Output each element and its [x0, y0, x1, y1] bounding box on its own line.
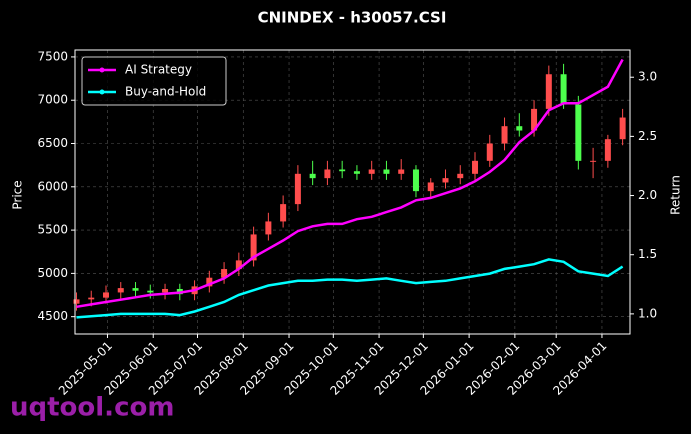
candle-body	[132, 288, 139, 291]
candle-body	[383, 169, 390, 174]
y-axis-label: Price	[11, 180, 25, 209]
candle-body	[590, 160, 597, 162]
y2-tick-label: 1.0	[638, 306, 657, 320]
candle-body	[117, 288, 124, 293]
candle-body	[250, 234, 257, 261]
legend-label: Buy-and-Hold	[125, 85, 206, 99]
candle-body	[604, 139, 611, 161]
y-tick-label: 7500	[37, 49, 68, 63]
candle-body	[206, 277, 213, 287]
legend-box	[81, 56, 227, 106]
candle-body	[545, 74, 552, 109]
y2-tick-label: 2.0	[638, 188, 657, 202]
candle-body	[516, 126, 523, 131]
candle-body	[294, 173, 301, 205]
candle-body	[619, 117, 626, 140]
candle-body	[88, 297, 95, 300]
candle-body	[265, 221, 272, 235]
candle-body	[368, 169, 375, 174]
candle-body	[324, 169, 331, 179]
line-series	[76, 58, 624, 309]
candle-body	[427, 182, 434, 192]
candle-body	[73, 299, 80, 304]
y-tick-label: 5500	[37, 223, 68, 237]
y2-tick-label: 1.5	[638, 247, 657, 261]
y-tick-label: 6500	[37, 136, 68, 150]
candle-body	[486, 143, 493, 161]
candle-body	[309, 173, 316, 179]
candle-body	[560, 74, 567, 105]
candle-body	[531, 108, 538, 131]
candle-body	[501, 126, 508, 144]
candle-body	[280, 204, 287, 222]
legend-marker	[99, 89, 105, 95]
y-tick-label: 5000	[37, 266, 68, 280]
candle-body	[235, 260, 242, 270]
candle-body	[442, 178, 449, 183]
candle-body	[147, 290, 154, 293]
line-series	[76, 258, 624, 319]
candle-body	[398, 169, 405, 174]
y-tick-label: 7000	[37, 93, 68, 107]
candle-body	[457, 173, 464, 179]
y-tick-label: 6000	[37, 179, 68, 193]
candle-body	[102, 292, 109, 298]
candle-body	[162, 288, 169, 293]
legend: AI Strategy Buy-and-Hold	[81, 56, 227, 106]
y-tick-label: 4500	[37, 309, 68, 323]
legend-marker	[99, 67, 105, 73]
y2-tick-label: 2.5	[638, 129, 657, 143]
plot-frame	[74, 49, 631, 335]
candle-body	[412, 169, 419, 192]
y2-tick-label: 3.0	[638, 70, 657, 84]
candle-body	[575, 104, 582, 161]
y2-axis-label: Return	[669, 175, 683, 215]
candle-body	[221, 269, 228, 278]
watermark: uqtool.com	[10, 393, 174, 423]
legend-label: AI Strategy	[125, 63, 192, 77]
candle-body	[339, 169, 346, 172]
chart-title: CNINDEX - h30057.CSI	[258, 9, 447, 27]
candle-body	[353, 171, 360, 174]
candle-body	[472, 160, 479, 174]
